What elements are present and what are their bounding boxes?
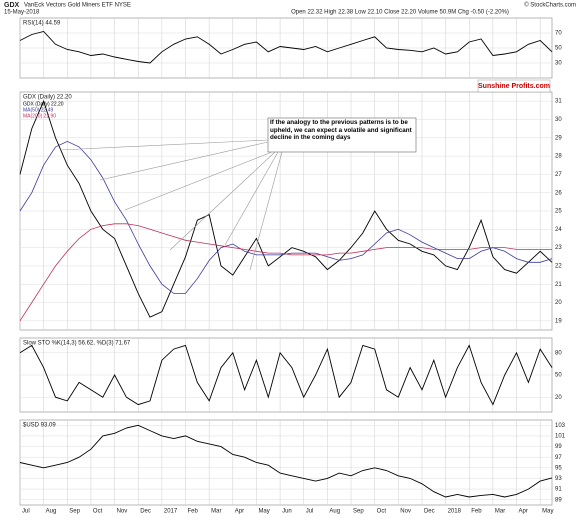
y-tick-label: 30 <box>555 117 562 123</box>
y-tick-label: 24 <box>555 227 562 233</box>
y-tick-label: 50 <box>555 373 562 379</box>
y-tick-label: 101 <box>555 434 566 440</box>
y-tick-label: 28 <box>555 154 562 160</box>
y-tick-label: 50 <box>555 46 562 52</box>
y-tick-label: 103 <box>555 423 566 429</box>
quote: Open 22.32 High 22.38 Low 22.10 Close 22… <box>291 10 509 16</box>
y-tick-label: 20 <box>555 300 562 306</box>
annotation-arrows <box>59 139 283 271</box>
credit: © StockCharts.com <box>524 2 576 9</box>
series-line <box>19 424 553 498</box>
y-tick-label: 23 <box>555 245 562 251</box>
x-tick-label: Oct <box>377 509 387 515</box>
x-tick-label: May <box>258 509 269 515</box>
legend-entry: MA(50) 22.49 <box>23 107 54 113</box>
panel <box>19 419 553 506</box>
x-tick-label: May <box>542 509 553 515</box>
annotation: If the analogy to the previous patterns … <box>270 119 412 141</box>
y-tick-label: 91 <box>555 487 562 493</box>
x-tick-label: Aug <box>46 509 57 515</box>
annotation-holder: If the analogy to the previous patterns … <box>270 119 412 141</box>
y-tick-label: 95 <box>555 465 562 471</box>
x-tick-label: Oct <box>93 509 103 515</box>
y-tick-label: 20 <box>555 395 562 401</box>
annotation-box <box>267 117 417 153</box>
x-tick-label: Mar <box>211 509 221 515</box>
y-tick-label: 80 <box>555 350 562 356</box>
x-tick-label: Jul <box>306 509 314 515</box>
logo: Sunshine Profits.com <box>478 83 550 90</box>
panel-title: GDX (Daily) 22.20 <box>23 95 72 101</box>
logo-box <box>477 79 551 93</box>
x-tick-label: Sep <box>353 509 364 515</box>
series-line <box>19 344 553 406</box>
symbol: GDX <box>4 2 20 9</box>
y-tick-label: 21 <box>555 282 562 288</box>
y-tick-label: 70 <box>555 31 562 37</box>
y-tick-label: 97 <box>555 455 562 461</box>
x-tick-label: Apr <box>235 509 244 515</box>
x-tick-label: Sep <box>69 509 80 515</box>
x-tick-label: Nov <box>400 509 411 515</box>
y-tick-label: 26 <box>555 190 562 196</box>
security-name: VanEck Vectors Gold Miners ETF NYSE <box>24 3 131 9</box>
x-tick-label: Apr <box>519 509 528 515</box>
x-tick-label: Jul <box>22 509 30 515</box>
x-tick-label: Nov <box>117 509 128 515</box>
panel-title: RSI(14) 44.59 <box>23 21 61 27</box>
series-line <box>19 30 553 64</box>
panel-title: Slow STO %K(14,3) 56.62, %D(3) 71.67 <box>23 341 131 347</box>
y-tick-label: 31 <box>555 99 562 105</box>
legend-entry: MA(200) 22.90 <box>23 113 56 119</box>
y-tick-label: 22 <box>555 264 562 270</box>
y-tick-label: 93 <box>555 476 562 482</box>
y-tick-label: 30 <box>555 61 562 67</box>
y-tick-label: 89 <box>555 497 562 503</box>
y-tick-label: 25 <box>555 209 562 215</box>
x-tick-label: 2017 <box>164 509 178 515</box>
y-tick-label: 19 <box>555 318 562 324</box>
x-tick-label: Mar <box>495 509 505 515</box>
panel-title: $USD 93.09 <box>23 423 56 429</box>
x-tick-label: 2018 <box>448 509 462 515</box>
legend-entry: GDX (Daily) 22.20 <box>23 101 64 107</box>
y-tick-label: 29 <box>555 135 562 141</box>
x-tick-label: Dec <box>424 509 435 515</box>
y-tick-label: 99 <box>555 444 562 450</box>
x-tick-label: Dec <box>140 509 151 515</box>
x-tick-label: Feb <box>471 509 482 515</box>
y-tick-label: 27 <box>555 172 562 178</box>
date: 15-May-2018 <box>4 10 40 16</box>
x-tick-label: Jun <box>282 509 292 515</box>
series-line <box>19 223 552 322</box>
x-tick-label: Feb <box>188 509 199 515</box>
x-tick-label: Aug <box>329 509 340 515</box>
